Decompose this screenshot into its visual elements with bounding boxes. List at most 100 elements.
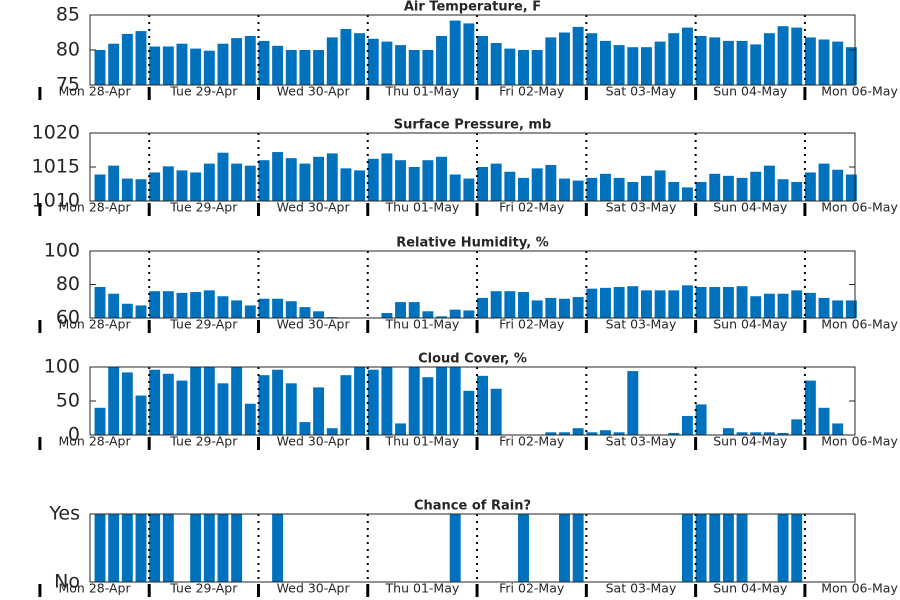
- bar: [231, 38, 243, 85]
- bar: [121, 514, 133, 582]
- y-tick-label: 80: [56, 273, 80, 295]
- plot-frame: [89, 132, 856, 202]
- bar: [736, 40, 748, 85]
- bar: [94, 407, 106, 435]
- bar: [640, 175, 652, 201]
- bar: [326, 37, 338, 85]
- bar: [654, 170, 666, 201]
- bar: [108, 514, 120, 582]
- bar: [545, 37, 557, 85]
- bar: [422, 160, 434, 201]
- bar: [572, 26, 584, 85]
- x-tick-label: Sat 03-May: [606, 200, 677, 215]
- bar: [162, 373, 174, 435]
- bar: [750, 432, 762, 435]
- bar: [477, 36, 488, 85]
- bar: [545, 164, 557, 201]
- bar: [244, 305, 256, 318]
- bar: [272, 45, 284, 85]
- x-tick-label: Mon 28-Apr: [58, 581, 131, 596]
- bar: [135, 514, 147, 582]
- bar: [272, 152, 284, 201]
- bar: [463, 23, 475, 85]
- bar: [340, 168, 352, 201]
- bar: [832, 41, 844, 85]
- bar: [681, 415, 693, 435]
- bar: [176, 380, 188, 435]
- bar: [600, 430, 611, 435]
- bar: [804, 37, 816, 85]
- bar: [203, 290, 215, 318]
- bar: [627, 47, 639, 85]
- x-tick-label: Tue 29-Apr: [169, 434, 238, 449]
- bar: [244, 403, 256, 435]
- bar: [203, 50, 215, 85]
- bar: [572, 297, 584, 318]
- bar: [381, 312, 393, 318]
- y-tick-label: 60: [56, 307, 80, 329]
- bar: [231, 367, 243, 435]
- bar: [709, 514, 721, 582]
- bar: [695, 404, 707, 435]
- bar: [190, 172, 202, 201]
- bar: [449, 20, 461, 86]
- bar: [449, 309, 461, 318]
- bar: [395, 302, 407, 318]
- bar: [121, 33, 133, 85]
- bar: [763, 165, 775, 201]
- bar: [162, 46, 174, 85]
- bar: [436, 36, 447, 85]
- bar: [463, 310, 475, 318]
- y-tick-label: 1020: [32, 122, 80, 144]
- bar: [736, 177, 748, 201]
- bar: [818, 39, 830, 85]
- bar: [395, 160, 407, 201]
- x-tick-label: Sat 03-May: [606, 434, 677, 449]
- bar: [367, 158, 379, 201]
- plot-frame: [89, 250, 856, 319]
- bar: [818, 297, 830, 318]
- bar: [463, 178, 475, 201]
- bar: [149, 46, 161, 85]
- bar: [845, 174, 857, 201]
- x-tick-label: Wed 30-Apr: [277, 581, 351, 596]
- x-tick-label: Wed 30-Apr: [277, 200, 351, 215]
- y-tick-label: 0: [68, 424, 80, 446]
- bar: [518, 514, 529, 582]
- bar: [818, 407, 830, 435]
- bar: [559, 178, 570, 201]
- bar: [449, 174, 461, 201]
- panel-title: Chance of Rain?: [414, 499, 531, 514]
- bar: [791, 27, 803, 86]
- bar: [477, 167, 488, 201]
- x-tick-label: Fri 02-May: [499, 317, 565, 332]
- x-tick-label: Sun 04-May: [713, 200, 788, 215]
- bar: [449, 514, 461, 582]
- x-tick-label: Mon 28-Apr: [58, 434, 131, 449]
- bar: [804, 292, 816, 318]
- bar: [709, 287, 721, 318]
- x-tick-label: Wed 30-Apr: [277, 317, 351, 332]
- bar: [613, 432, 625, 435]
- bar: [695, 514, 707, 582]
- panel-title: Cloud Cover, %: [418, 352, 527, 367]
- bar: [285, 158, 297, 201]
- bar: [736, 432, 748, 435]
- bar: [777, 293, 789, 318]
- bar: [176, 43, 188, 85]
- bar: [559, 32, 570, 85]
- bar: [231, 163, 243, 201]
- bar: [545, 432, 557, 435]
- bar: [285, 301, 297, 318]
- bar: [709, 37, 721, 85]
- bar: [490, 291, 502, 318]
- bar: [94, 514, 106, 582]
- y-tick-label: 1015: [32, 156, 80, 178]
- bar: [299, 422, 311, 435]
- bar: [190, 48, 202, 85]
- bar: [722, 287, 734, 318]
- bar: [504, 171, 516, 201]
- bar: [695, 287, 707, 318]
- bar: [668, 33, 680, 85]
- x-tick-label: Fri 02-May: [499, 200, 565, 215]
